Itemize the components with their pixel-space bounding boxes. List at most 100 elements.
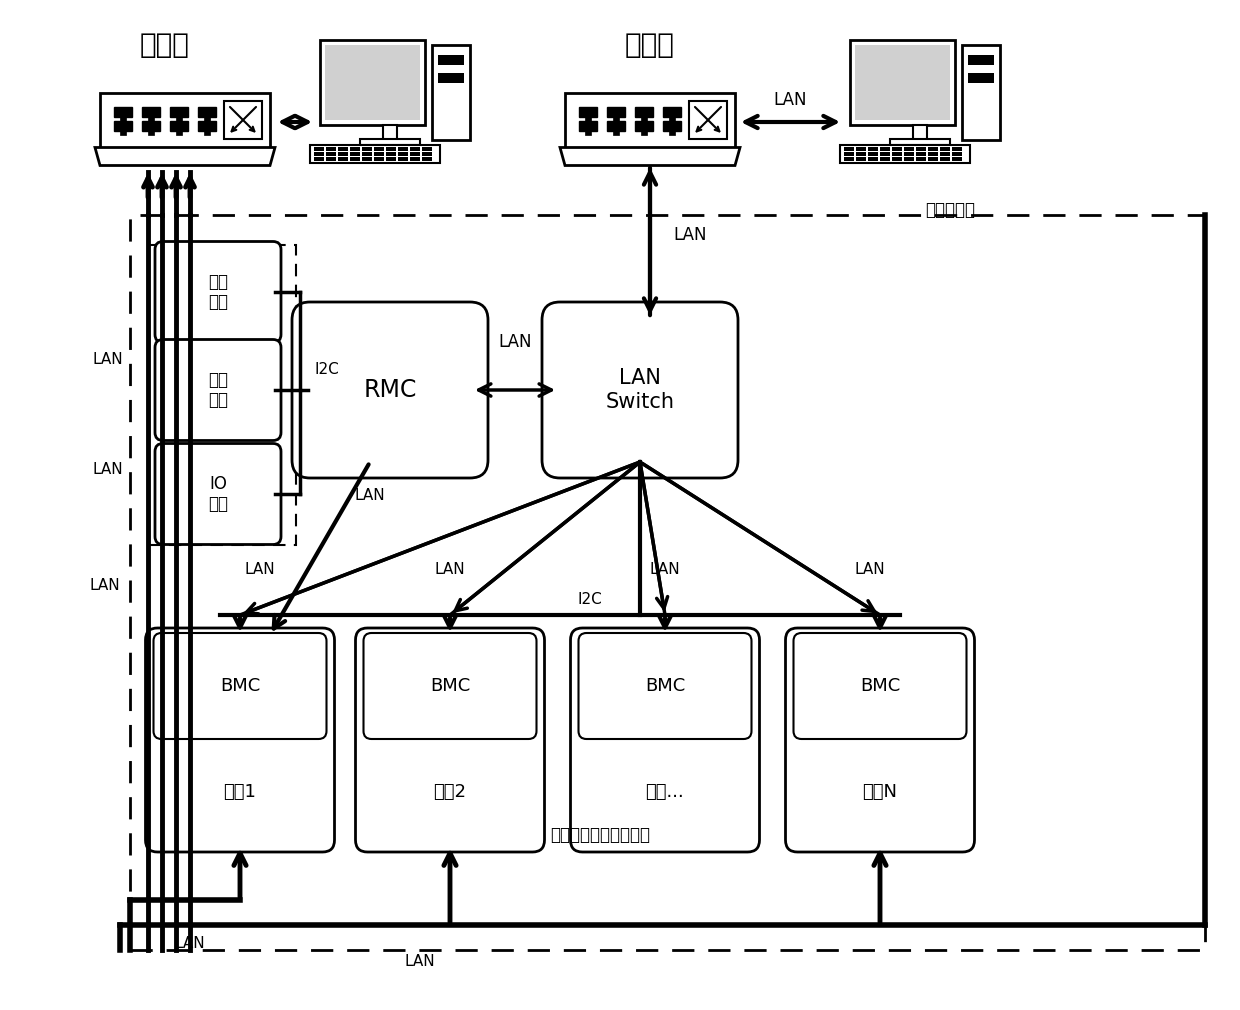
Bar [689, 101, 727, 139]
Bar [670, 117, 675, 121]
Bar [114, 121, 131, 131]
Bar [383, 125, 397, 140]
Text: LAN: LAN [93, 463, 123, 478]
Bar [892, 147, 901, 151]
Bar [170, 107, 188, 117]
Bar [374, 157, 384, 161]
Bar [339, 157, 348, 161]
Bar [374, 152, 384, 156]
Text: IO
模块: IO 模块 [208, 475, 228, 513]
Bar [635, 107, 653, 117]
Bar [422, 157, 432, 161]
Bar [940, 157, 950, 161]
Text: LAN: LAN [774, 91, 807, 109]
Bar [350, 157, 360, 161]
Bar [326, 152, 336, 156]
Bar [928, 147, 937, 151]
Bar [432, 45, 470, 140]
Bar [913, 125, 928, 140]
Bar [613, 131, 619, 135]
Text: I2C: I2C [578, 592, 603, 606]
Bar [890, 139, 950, 145]
Bar [176, 117, 182, 121]
Bar [148, 117, 154, 121]
Text: LAN: LAN [435, 563, 465, 578]
FancyBboxPatch shape [154, 633, 326, 739]
Bar [904, 147, 914, 151]
Text: LAN: LAN [673, 226, 707, 244]
Bar [952, 147, 962, 151]
Bar [663, 121, 681, 131]
Bar [641, 117, 647, 121]
FancyBboxPatch shape [145, 628, 335, 852]
Bar [928, 152, 937, 156]
Text: LAN: LAN [89, 578, 120, 593]
Text: 节点N: 节点N [863, 783, 898, 801]
Bar [839, 145, 970, 163]
Bar [362, 157, 372, 161]
Bar [904, 157, 914, 161]
FancyBboxPatch shape [356, 628, 544, 852]
FancyBboxPatch shape [542, 302, 738, 478]
Text: 节点1: 节点1 [223, 783, 257, 801]
Text: 远程客户端: 远程客户端 [925, 201, 975, 219]
Bar [868, 147, 878, 151]
Text: 节点...: 节点... [646, 783, 684, 801]
Bar [844, 147, 854, 151]
Bar [880, 157, 890, 161]
Bar [613, 117, 619, 121]
Bar [844, 157, 854, 161]
Bar [844, 152, 854, 156]
Text: 节点2: 节点2 [434, 783, 466, 801]
Bar [350, 147, 360, 151]
Bar [224, 101, 262, 139]
Bar [386, 152, 396, 156]
Bar [880, 147, 890, 151]
Bar [362, 152, 372, 156]
Text: 电源
模块: 电源 模块 [208, 273, 228, 311]
Text: LAN
Switch: LAN Switch [605, 369, 675, 412]
Bar [410, 147, 420, 151]
Bar [148, 131, 154, 135]
Bar [438, 73, 464, 83]
Bar [314, 147, 324, 151]
Bar [120, 131, 126, 135]
Bar [904, 152, 914, 156]
Bar [360, 139, 420, 145]
FancyBboxPatch shape [155, 339, 281, 440]
Text: I2C: I2C [315, 363, 340, 378]
Text: BMC: BMC [430, 677, 470, 695]
Text: BMC: BMC [219, 677, 260, 695]
Bar [339, 152, 348, 156]
Text: BMC: BMC [859, 677, 900, 695]
Bar [880, 152, 890, 156]
FancyBboxPatch shape [155, 241, 281, 342]
Bar [641, 131, 647, 135]
Text: 管理网: 管理网 [625, 31, 675, 59]
Bar [325, 45, 420, 120]
Text: LAN: LAN [404, 954, 435, 970]
Bar [438, 55, 464, 65]
Bar [143, 121, 160, 131]
Bar [916, 152, 926, 156]
Bar [565, 93, 735, 147]
Bar [398, 157, 408, 161]
Bar [856, 157, 866, 161]
Bar [310, 145, 440, 163]
FancyBboxPatch shape [794, 633, 966, 739]
Bar [968, 73, 994, 83]
FancyBboxPatch shape [291, 302, 489, 478]
Bar [320, 40, 425, 125]
Bar [962, 45, 999, 140]
Text: LAN: LAN [244, 563, 275, 578]
Bar [398, 152, 408, 156]
Bar [940, 152, 950, 156]
Text: LAN: LAN [355, 488, 386, 503]
Bar [608, 121, 625, 131]
Bar [143, 107, 160, 117]
Text: LAN: LAN [854, 563, 885, 578]
FancyBboxPatch shape [570, 628, 759, 852]
Bar [326, 147, 336, 151]
FancyBboxPatch shape [579, 633, 751, 739]
Text: BMC: BMC [645, 677, 686, 695]
